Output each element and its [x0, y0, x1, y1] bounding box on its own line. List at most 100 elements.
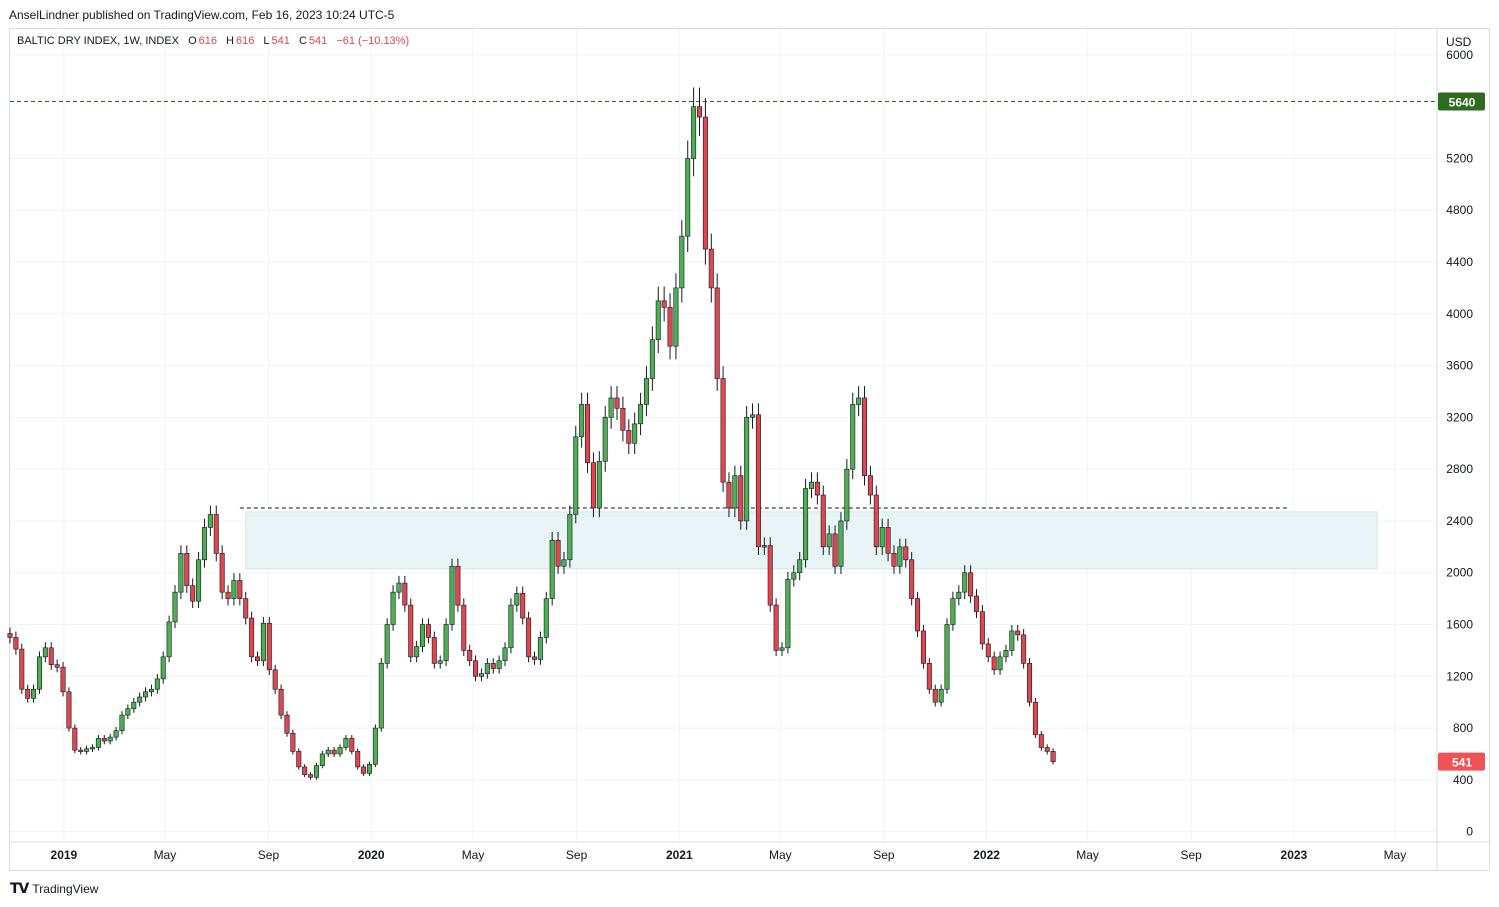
candle: [761, 545, 767, 548]
candle: [372, 727, 378, 765]
candle: [36, 656, 42, 690]
x-tick-label: May: [1384, 848, 1407, 862]
candle: [390, 591, 396, 625]
candle: [137, 696, 143, 703]
candle: [997, 656, 1003, 671]
candle: [207, 514, 213, 528]
y-tick-label: 800: [1453, 721, 1473, 735]
candle: [449, 565, 455, 625]
y-tick-label: 2000: [1446, 566, 1473, 580]
legend-close-label: C: [298, 35, 307, 47]
candle: [985, 643, 991, 658]
candle: [537, 637, 543, 660]
candle: [655, 300, 661, 341]
time-axis[interactable]: 2019 May Sep 2020 May Sep 2021 May Sep 2022 May Sep…: [10, 841, 1489, 862]
candle: [944, 624, 950, 690]
y-tick-label: 5200: [1446, 151, 1473, 165]
candle: [331, 749, 337, 755]
footer[interactable]: 𝗧𝗩 TradingView: [10, 880, 98, 897]
candle: [590, 462, 596, 509]
candle: [726, 481, 732, 509]
candle: [255, 656, 261, 662]
candle: [991, 656, 997, 671]
candle: [968, 572, 974, 597]
candle: [820, 494, 826, 548]
price-axis[interactable]: USD 0 400 800 1200 1600 2000 2400 2800 3200 3600 40…: [1436, 29, 1473, 870]
legend-open-value: 616: [198, 35, 217, 47]
candle: [661, 300, 667, 308]
candle: [885, 527, 891, 554]
candle: [685, 158, 691, 237]
candle: [791, 572, 797, 580]
candle: [343, 738, 349, 748]
candle: [455, 565, 461, 606]
y-tick-label: 6000: [1446, 48, 1473, 62]
candles: [7, 87, 1056, 780]
candle: [867, 475, 873, 496]
candle: [732, 475, 738, 509]
candle: [973, 595, 979, 612]
candle: [920, 630, 926, 664]
candle: [596, 461, 602, 509]
candle: [313, 765, 319, 778]
candle: [950, 598, 956, 625]
candle: [667, 307, 673, 347]
candle: [620, 408, 626, 431]
legend-high-label: H: [226, 35, 234, 47]
candle: [490, 663, 496, 669]
x-tick-label: May: [154, 848, 177, 862]
candle: [891, 553, 897, 567]
candle: [484, 663, 490, 675]
candle: [549, 540, 555, 599]
legend-low-value: 541: [271, 35, 290, 47]
legend-high-value: 616: [236, 35, 255, 47]
candle: [278, 688, 284, 716]
y-tick-label: 2800: [1446, 462, 1473, 476]
candle: [573, 436, 579, 515]
y-tick-label: 0: [1466, 825, 1473, 839]
candle: [13, 637, 19, 650]
candle: [938, 688, 944, 703]
candle: [196, 559, 202, 602]
candle: [154, 678, 160, 690]
candle: [531, 656, 537, 660]
candle: [1021, 634, 1027, 664]
legend-change: −61 (−10.13%): [336, 35, 410, 47]
candle: [178, 553, 184, 593]
candle: [1038, 734, 1044, 748]
candle: [272, 669, 278, 690]
candle: [785, 578, 791, 649]
candle: [814, 481, 820, 496]
candle: [1027, 663, 1033, 703]
high-price-label-bg: [1438, 92, 1485, 111]
candle: [284, 714, 290, 734]
candle: [19, 648, 25, 690]
candle: [708, 248, 714, 289]
candle: [1032, 701, 1038, 735]
x-tick-label: Sep: [258, 848, 280, 862]
candle: [767, 545, 773, 606]
candle: [461, 604, 467, 651]
candle: [915, 598, 921, 632]
candle: [638, 404, 644, 425]
y-tick-label: 4000: [1446, 307, 1473, 321]
candle: [856, 397, 862, 405]
candle: [408, 604, 414, 658]
candle: [308, 774, 314, 778]
y-tick-label: 1200: [1446, 669, 1473, 683]
candle: [585, 404, 591, 463]
candle: [125, 708, 131, 716]
candle: [443, 624, 449, 662]
candle: [361, 766, 367, 774]
candle: [903, 546, 909, 561]
price-markers: 5640 541: [1438, 92, 1485, 771]
footer-brand: TradingView: [32, 881, 99, 896]
candle: [349, 738, 355, 752]
candle: [773, 604, 779, 651]
candle: [632, 423, 638, 444]
candle: [567, 514, 573, 561]
candle: [779, 647, 785, 651]
candle: [797, 559, 803, 574]
x-tick-label: 2023: [1281, 848, 1308, 862]
